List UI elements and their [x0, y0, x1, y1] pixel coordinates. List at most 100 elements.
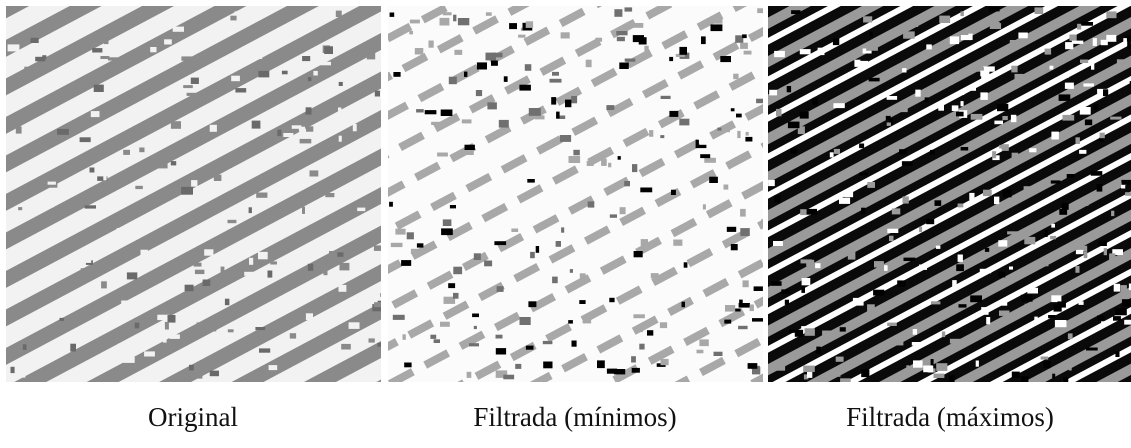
speck [170, 161, 177, 166]
speck [1059, 209, 1068, 215]
speck [847, 251, 856, 260]
speck [919, 264, 927, 270]
speck [1067, 333, 1073, 340]
speck [183, 85, 193, 89]
speck [1044, 229, 1048, 237]
speck [277, 27, 281, 35]
speck [650, 273, 659, 279]
speck [1050, 180, 1061, 184]
speck [859, 143, 865, 149]
speck [773, 365, 786, 371]
speck [249, 257, 254, 265]
speck [1050, 235, 1057, 240]
speck [1101, 321, 1107, 325]
speck [202, 279, 211, 286]
speck [636, 326, 643, 333]
speck [1083, 251, 1088, 259]
speck [50, 226, 58, 234]
speck [935, 245, 941, 249]
speck [495, 370, 508, 378]
speck [1062, 377, 1069, 382]
speck [561, 227, 565, 233]
speck [518, 34, 526, 38]
speck [568, 320, 573, 324]
speck [255, 327, 266, 331]
speck [669, 110, 679, 117]
speck [866, 44, 878, 51]
speck [617, 156, 621, 160]
speck [101, 281, 107, 289]
speck [726, 226, 737, 232]
speck [844, 191, 854, 198]
speck [476, 62, 487, 70]
speck [368, 338, 375, 343]
speck [556, 111, 560, 119]
speck [794, 329, 804, 337]
speck [100, 56, 110, 59]
speck [70, 343, 76, 352]
speck [448, 76, 457, 85]
speck [660, 95, 671, 99]
speck [998, 240, 1008, 247]
speck [1009, 266, 1013, 270]
speck [59, 317, 64, 321]
speck [374, 90, 380, 97]
speck [660, 358, 669, 366]
speck [889, 235, 894, 242]
speck [277, 129, 282, 137]
speck [406, 232, 414, 240]
speck [1081, 201, 1089, 206]
speck [601, 158, 607, 166]
speck [170, 121, 181, 129]
speck [402, 334, 406, 340]
speck [240, 346, 246, 350]
speck [675, 53, 685, 57]
speck [443, 296, 456, 304]
speck [97, 176, 108, 181]
speck [1066, 174, 1075, 179]
speck [863, 16, 873, 23]
speck [735, 35, 744, 43]
speck [631, 356, 636, 363]
speck [934, 200, 942, 206]
speck [1124, 319, 1131, 325]
speck [960, 101, 964, 107]
speck [103, 40, 109, 45]
speck [47, 182, 58, 188]
speck [74, 219, 85, 227]
speck [440, 109, 453, 116]
speck [833, 103, 845, 109]
speck [492, 52, 503, 58]
speck [1079, 149, 1087, 154]
speck [1027, 287, 1038, 294]
speck [1116, 59, 1126, 64]
speck [527, 179, 535, 183]
speck [742, 280, 749, 288]
speck [473, 325, 477, 330]
speck [571, 96, 578, 104]
speck [1079, 107, 1091, 115]
speck [1020, 294, 1033, 302]
speck [983, 66, 995, 72]
speck [7, 44, 20, 52]
speck [227, 329, 234, 333]
speck [984, 247, 990, 252]
speck [466, 371, 472, 378]
speck [624, 7, 633, 12]
speck [47, 203, 54, 208]
speck [976, 67, 984, 72]
speck [1044, 48, 1052, 55]
speck [749, 304, 754, 312]
speck [931, 301, 941, 305]
speck [565, 99, 572, 108]
speck [761, 219, 763, 223]
speck [1065, 42, 1074, 50]
speck [938, 104, 944, 111]
speck [1001, 299, 1008, 306]
speck [1051, 295, 1062, 303]
speck [169, 334, 180, 339]
speck [899, 149, 907, 155]
speck [1011, 152, 1019, 158]
speck [960, 147, 969, 151]
speck [94, 308, 101, 314]
